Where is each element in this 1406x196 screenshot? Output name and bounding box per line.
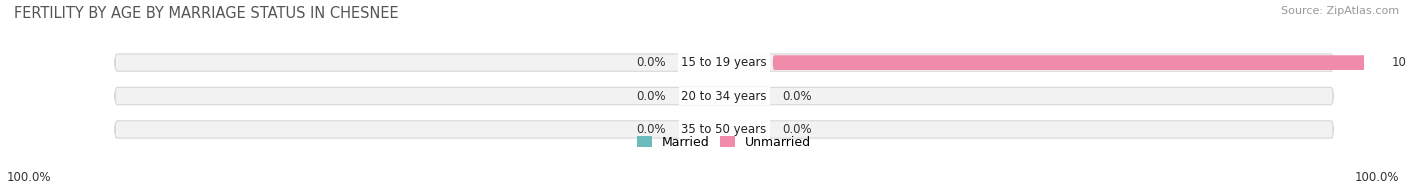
Text: 0.0%: 0.0% <box>637 123 666 136</box>
Text: Source: ZipAtlas.com: Source: ZipAtlas.com <box>1281 6 1399 16</box>
Text: 100.0%: 100.0% <box>1354 171 1399 184</box>
Text: 0.0%: 0.0% <box>782 123 811 136</box>
Text: 35 to 50 years: 35 to 50 years <box>682 123 766 136</box>
Text: 100.0%: 100.0% <box>7 171 52 184</box>
Text: FERTILITY BY AGE BY MARRIAGE STATUS IN CHESNEE: FERTILITY BY AGE BY MARRIAGE STATUS IN C… <box>14 6 399 21</box>
FancyBboxPatch shape <box>773 55 1382 70</box>
Text: 15 to 19 years: 15 to 19 years <box>682 56 766 69</box>
Text: 20 to 34 years: 20 to 34 years <box>682 90 766 103</box>
FancyBboxPatch shape <box>115 54 1333 71</box>
Text: 0.0%: 0.0% <box>637 56 666 69</box>
FancyBboxPatch shape <box>115 87 1333 105</box>
FancyBboxPatch shape <box>115 121 1333 138</box>
Legend: Married, Unmarried: Married, Unmarried <box>637 136 811 149</box>
Text: 0.0%: 0.0% <box>637 90 666 103</box>
Text: 0.0%: 0.0% <box>782 90 811 103</box>
Text: 100.0%: 100.0% <box>1392 56 1406 69</box>
